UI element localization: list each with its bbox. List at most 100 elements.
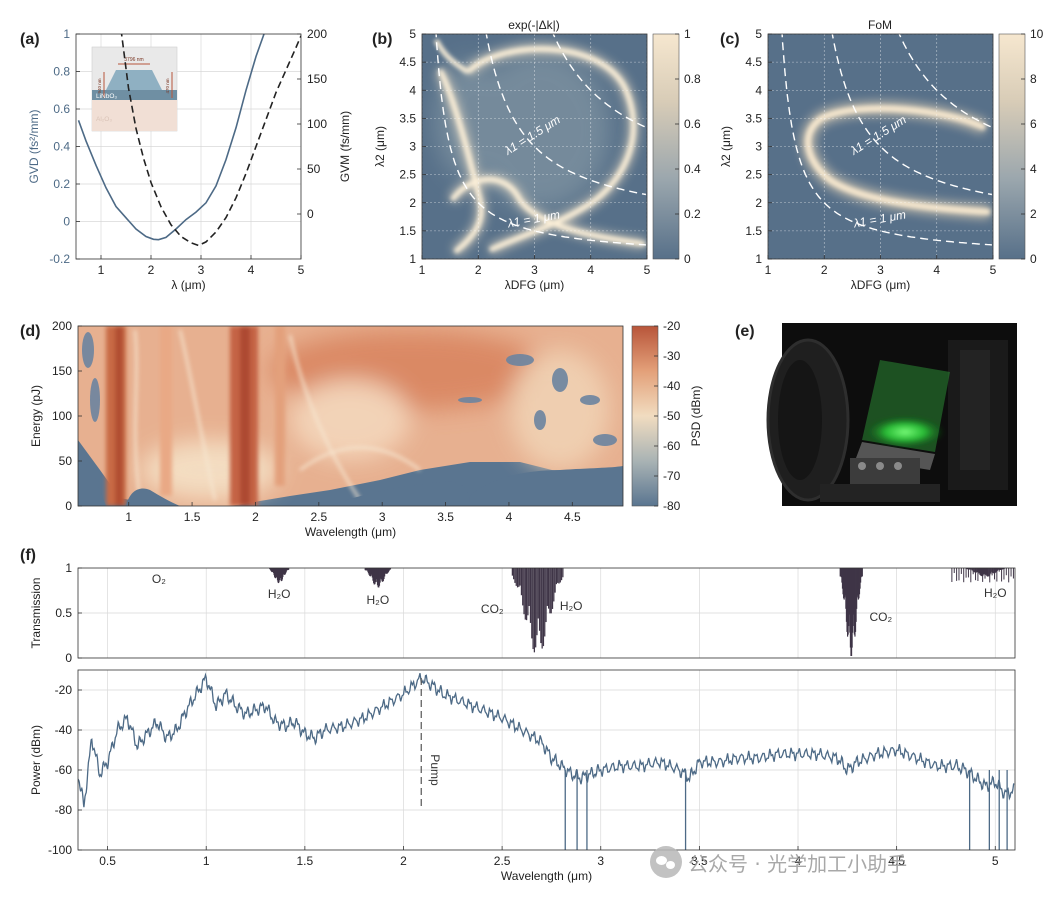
panel-a-ytick-right: 200 (307, 27, 327, 41)
panel-a-ytick: 0.4 (53, 140, 70, 154)
panel-b: (b) λ1 = (372, 18, 701, 292)
panel-b-label: (b) (372, 31, 392, 48)
panel-d-xtick: 2.5 (310, 510, 327, 524)
panel-d-label: (d) (20, 323, 40, 340)
panel-c-ytick: 3 (755, 140, 762, 154)
absorption-labels: O₂ H₂O H₂O CO₂ H₂O CO₂ H₂O (152, 572, 1007, 624)
watermark-text: 公众号 · 光学加工小助手 (688, 851, 908, 876)
panel-a-xtick: 1 (98, 263, 105, 277)
panel-f-bottom-axes: 0.5 1 1.5 2 2.5 3 3.5 4 4.5 5 Wavelength (μm) -20 -4… (29, 683, 999, 883)
panel-c-ytick: 5 (755, 27, 762, 41)
watermark: 公众号 · 光学加工小助手 (650, 846, 907, 878)
panel-d-ytick: 0 (65, 499, 72, 513)
absorption-label: O₂ (152, 572, 166, 586)
panel-c-colorbar-tick: 4 (1030, 162, 1037, 176)
panel-d-xtick: 4.5 (564, 510, 581, 524)
panel-d-ytick: 50 (59, 454, 73, 468)
panel-b-colorbar-tick: 0.8 (684, 72, 701, 86)
spectrum-line (78, 672, 1015, 808)
panel-d-xtick: 1.5 (184, 510, 201, 524)
absorption-label: H₂O (268, 587, 291, 601)
panel-b-colorbar-tick: 1 (684, 27, 691, 41)
panel-b-colorbar-ticks: 0 0.2 0.4 0.6 0.8 1 (675, 27, 701, 266)
panel-b-xtick: 2 (475, 263, 482, 277)
panel-b-ytick: 1 (409, 252, 416, 266)
panel-a-xlabel: λ (μm) (171, 278, 205, 292)
panel-d-colorbar-tick: -30 (663, 349, 681, 363)
panel-a-ylabel: GVD (fs²/mm) (27, 110, 41, 184)
panel-c-ytick: 4.5 (745, 55, 762, 69)
panel-b-contour (552, 34, 647, 128)
transmission-bands (269, 568, 1014, 657)
panel-c-colorbar (998, 33, 1026, 260)
panel-d-colorbar-tick: -40 (663, 379, 681, 393)
panel-a-ytick-right: 50 (307, 162, 321, 176)
panel-f-bottom-xtick: 1 (203, 854, 210, 868)
panel-d-xtick: 3 (379, 510, 386, 524)
panel-d-xtick: 3.5 (437, 510, 454, 524)
panel-f-bottom-xtick: 0.5 (99, 854, 116, 868)
panel-c-contour (781, 34, 992, 246)
panel-c-ytick: 3.5 (745, 111, 762, 125)
panel-a-xtick: 2 (148, 263, 155, 277)
panel-d-ylabel: Energy (pJ) (29, 385, 43, 447)
panel-f-bottom-ytick: -80 (55, 803, 73, 817)
panel-a-ytick-right: 150 (307, 72, 327, 86)
panel-f-bottom-ylabel: Power (dBm) (29, 725, 43, 795)
panel-b-ytick: 5 (409, 27, 416, 41)
panel-b-title: exp(-|Δk|) (508, 18, 560, 32)
panel-a-ytick: 0.2 (53, 177, 70, 191)
panel-f-bottom-xtick: 3.5 (691, 854, 708, 868)
panel-d: (d) (20, 319, 703, 539)
panel-b-ytick: 2 (409, 196, 416, 210)
panel-a-ytick-right: 0 (307, 207, 314, 221)
inset-height-right-label: 470 nm (165, 78, 170, 93)
panel-b-colorbar-tick: 0 (684, 252, 691, 266)
panel-f-bottom-xtick: 5 (992, 854, 999, 868)
absorption-label: H₂O (560, 599, 583, 613)
panel-d-colorbar-tick: -80 (663, 499, 681, 513)
panel-a-label: (a) (20, 31, 40, 48)
panel-b-ytick: 4.5 (399, 55, 416, 69)
panel-a-series-gvm (120, 34, 301, 247)
panel-f-bottom-ytick: -40 (55, 723, 73, 737)
panel-f-bottom-xtick: 2 (400, 854, 407, 868)
absorption-label: H₂O (367, 593, 390, 607)
panel-c-contour (831, 34, 993, 196)
panel-c-axes: 1 2 3 4 5 λDFG (μm) 1 1.5 2 2.5 3 3.5 4 4.5 5 λ2 (μm) (719, 27, 997, 292)
panel-d-colorbar-tick: -70 (663, 469, 681, 483)
inset-core-label: LiNbO₃ (96, 93, 117, 100)
panel-d-colorbar-tick: -20 (663, 319, 681, 333)
panel-c-xtick: 2 (821, 263, 828, 277)
panel-c-ylabel: λ2 (μm) (719, 126, 733, 167)
panel-f-label: (f) (20, 547, 36, 564)
panel-a-xtick: 5 (298, 263, 305, 277)
panel-f: (f) 0 0.5 1 Transmission O₂ H₂O H₂O CO₂ H₂O CO₂ H… (20, 547, 1016, 883)
panel-d-axes: 1 1.5 2 2.5 3 3.5 4 4.5 Wavelength (μm) 0 50 100 150… (29, 319, 581, 539)
panel-b-contour (485, 34, 647, 196)
panel-b-xtick: 1 (419, 263, 426, 277)
pump-label: Pump (428, 754, 442, 786)
panel-f-bottom-xtick: 3 (597, 854, 604, 868)
panel-d-colorbar (631, 325, 659, 507)
panel-b-colorbar-tick: 0.4 (684, 162, 701, 176)
panel-a-ytick-right: 100 (307, 117, 327, 131)
fom-map (801, 101, 991, 219)
panel-b-colorbar (652, 33, 680, 260)
inset-width-label: 3796 nm (124, 57, 143, 63)
panel-b-axes: 1 2 3 4 5 λDFG (μm) 1 1.5 2 2.5 3 3.5 4 4.5 5 λ2 (μm) (373, 27, 651, 292)
panel-d-xtick: 1 (125, 510, 132, 524)
panel-c-ytick: 2.5 (745, 168, 762, 182)
panel-f-bottom-grid (78, 670, 1015, 850)
absorption-label: CO₂ (870, 610, 893, 624)
panel-c-colorbar-ticks: 0 2 4 6 8 10 (1021, 27, 1044, 266)
panel-f-top-ytick: 1 (65, 561, 72, 575)
panel-b-ytick: 2.5 (399, 168, 416, 182)
panel-c-title: FoM (868, 18, 892, 32)
panel-f-bottom-xtick: 4.5 (888, 854, 905, 868)
absorption-label: CO₂ (481, 602, 504, 616)
supercontinuum-map (78, 326, 623, 506)
panel-c-contour (898, 34, 993, 128)
panel-d-colorbar-tick: -60 (663, 439, 681, 453)
